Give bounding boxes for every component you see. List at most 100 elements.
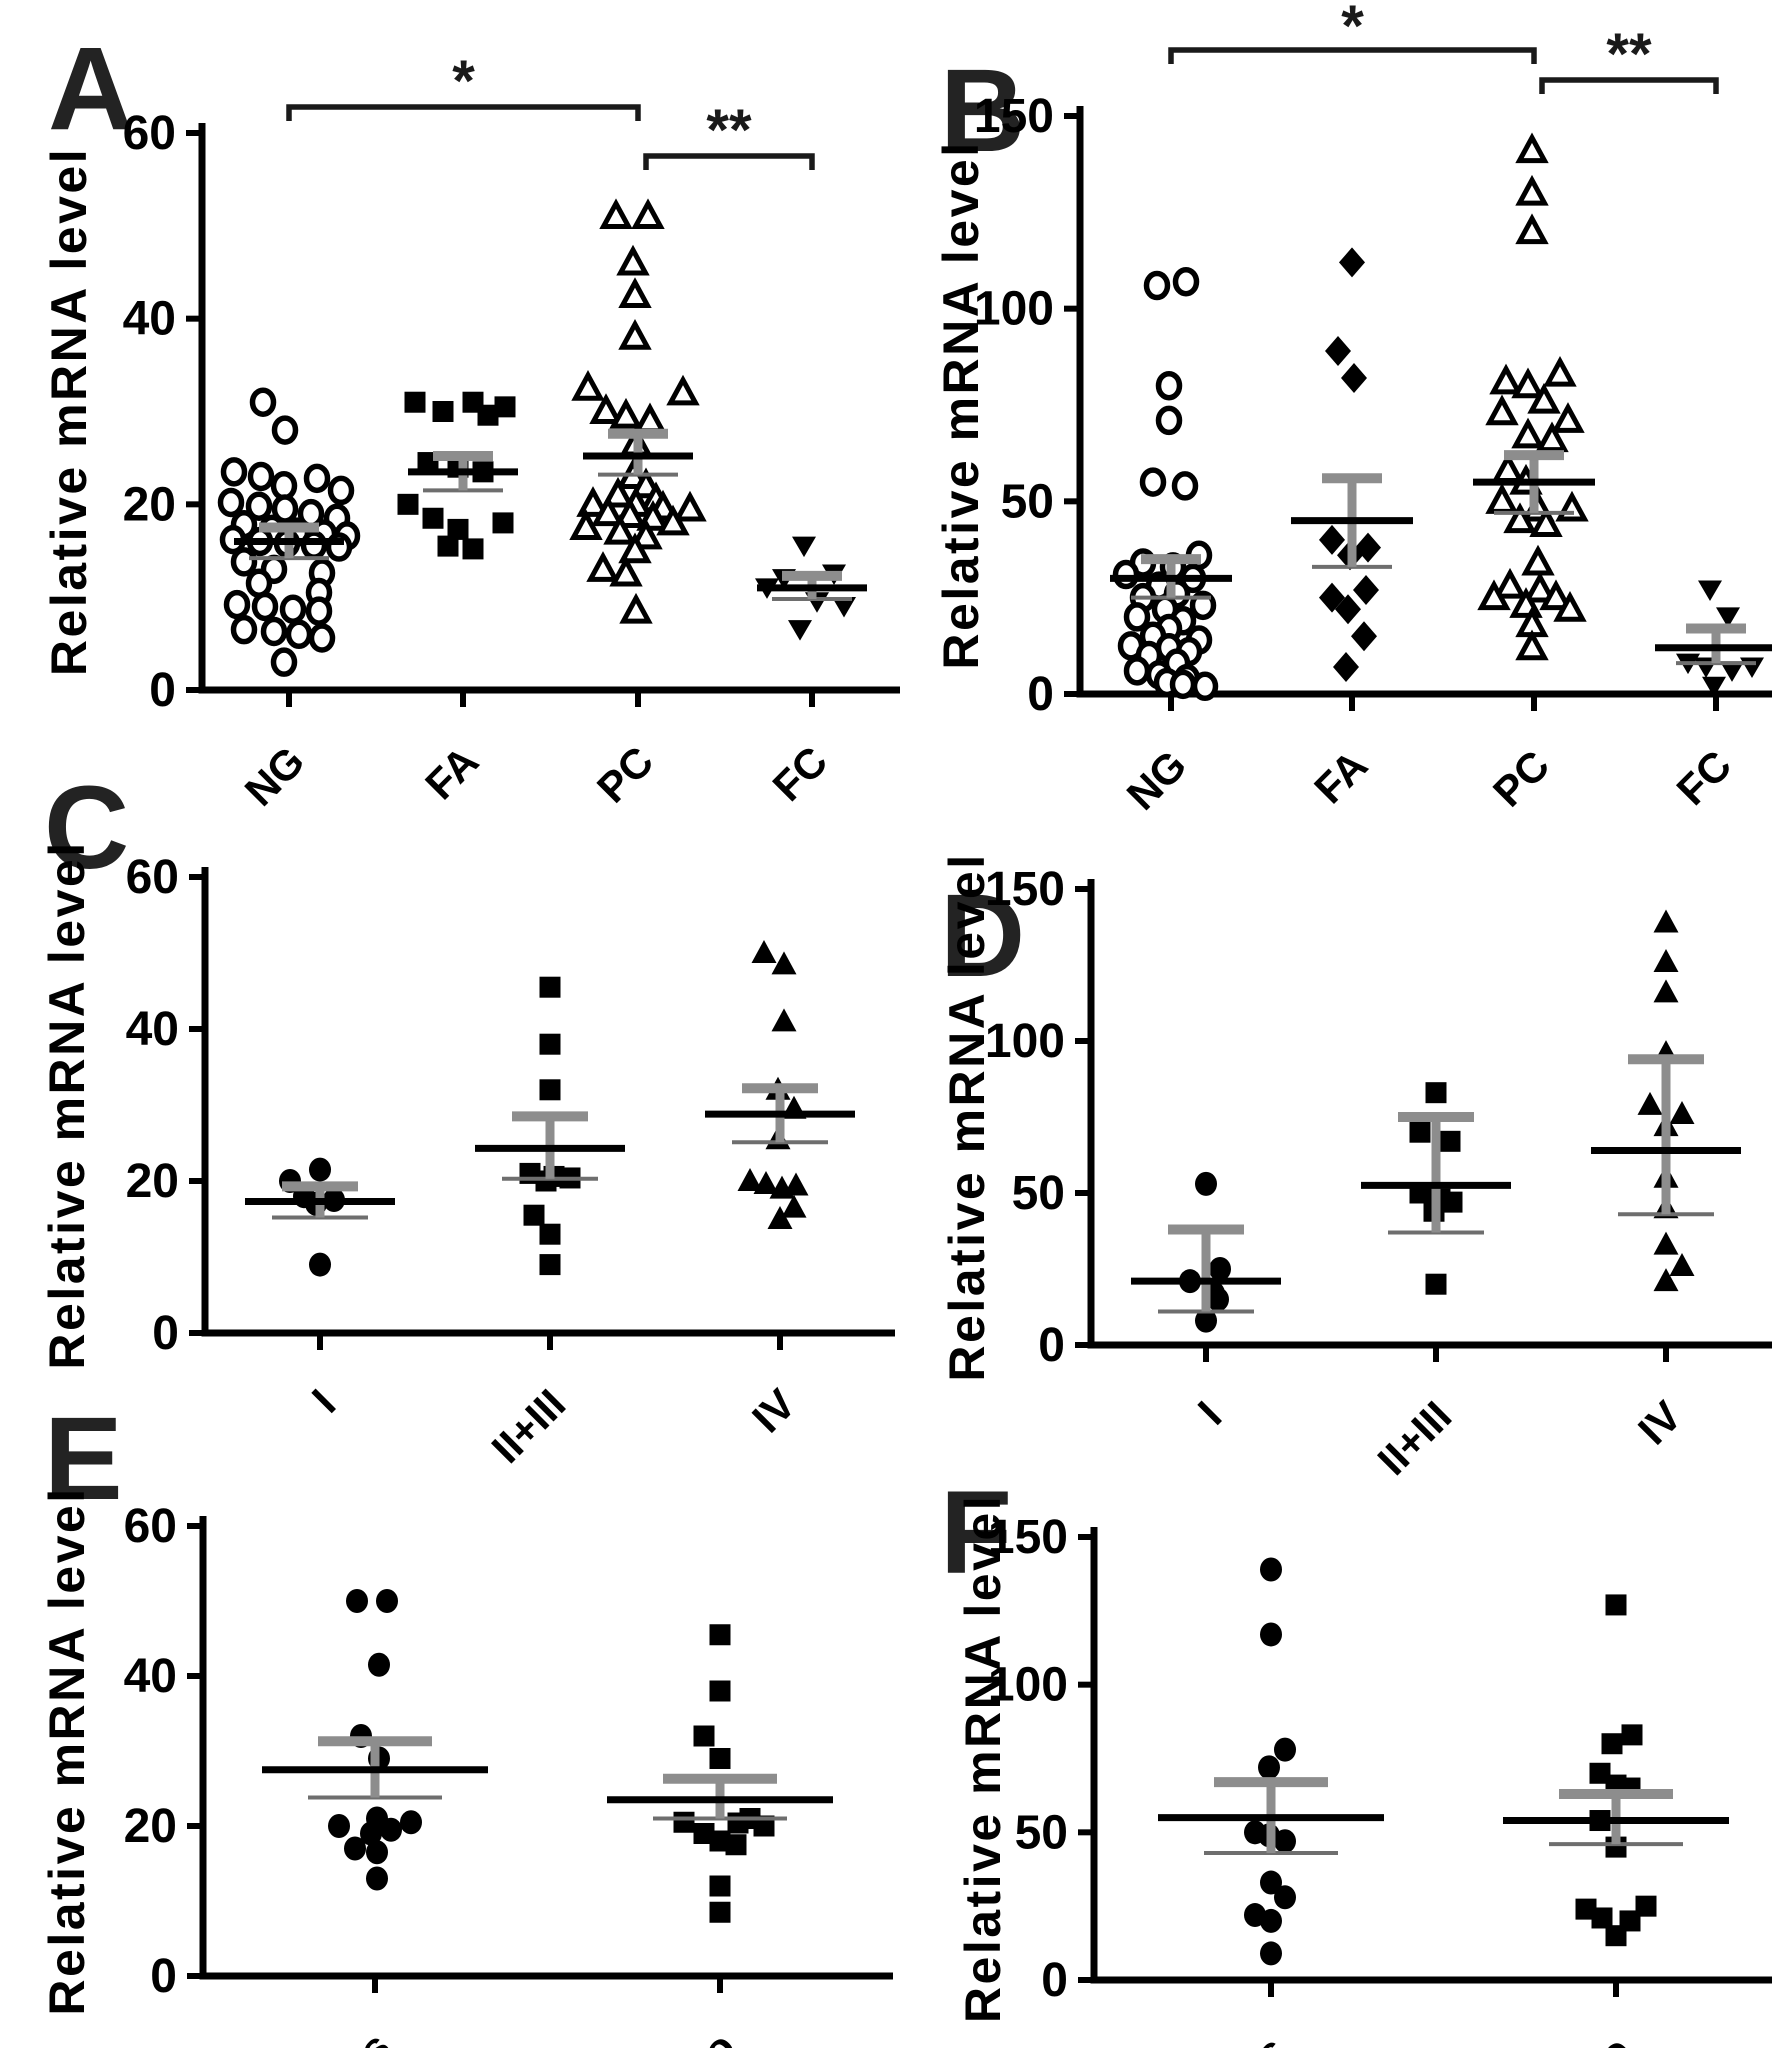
data-point: [1493, 567, 1527, 599]
data-point: [629, 518, 663, 550]
data-point: [1653, 948, 1679, 972]
data-point: [494, 396, 516, 418]
data-point: [1555, 490, 1589, 522]
data-point: [1485, 394, 1519, 426]
x-tick-label: No: [672, 2023, 745, 2048]
y-tick-label: 100: [988, 1659, 1068, 1712]
panel-d-letter: D: [940, 870, 1026, 1002]
data-point: [270, 647, 298, 677]
panel-e-chart: 0 20 40 60 Yes No Relative mRNA level: [39, 1486, 893, 2048]
data-point: [260, 616, 288, 647]
data-point: [737, 1168, 763, 1191]
data-point: [346, 1589, 368, 1613]
data-point: [1112, 559, 1140, 590]
data-point: [1409, 1121, 1431, 1143]
data-point: [603, 513, 637, 545]
data-point: [1720, 661, 1744, 682]
panel-a: A 0 20 40 60 NG FA PC FC * ** Relative mRNA level: [40, 16, 926, 815]
data-point: [1605, 1925, 1627, 1947]
data-point: [1172, 266, 1200, 297]
data-point: [344, 1836, 366, 1861]
data-point: [1716, 607, 1740, 628]
data-point: [1698, 580, 1722, 601]
y-tick-label: 50: [1015, 1806, 1068, 1859]
data-point: [753, 1815, 775, 1837]
y-axis-title: Relative mRNA level: [39, 840, 95, 1369]
data-point: [223, 589, 251, 620]
data-point: [656, 504, 690, 536]
data-point: [1155, 405, 1183, 436]
data-point: [1491, 452, 1525, 484]
data-point: [601, 476, 635, 508]
data-point: [633, 402, 667, 434]
data-point: [1169, 669, 1197, 700]
data-point: [308, 623, 336, 653]
data-point: [1605, 1594, 1627, 1616]
y-axis-title: Relative mRNA level: [41, 147, 97, 676]
data-point: [492, 512, 514, 534]
data-point: [571, 370, 605, 401]
data-point: [422, 507, 444, 529]
data-point: [251, 591, 279, 622]
panel-b-letter: B: [940, 45, 1026, 177]
data-point: [1274, 1737, 1296, 1762]
data-point: [1123, 602, 1151, 632]
y-tick-label: 0: [1041, 1954, 1068, 2007]
data-point: [673, 490, 707, 522]
y-tick-label: 40: [126, 1003, 179, 1056]
data-point: [1260, 1908, 1282, 1933]
data-point: [1551, 402, 1585, 433]
data-point: [1527, 382, 1561, 414]
data-point: [1209, 1257, 1231, 1281]
data-point: [781, 1194, 807, 1218]
significance-label: *: [452, 49, 475, 114]
data-point: [693, 1725, 715, 1747]
significance-bracket: [1539, 77, 1719, 94]
data-point: [1191, 671, 1219, 702]
data-point: [1591, 1907, 1613, 1929]
data-point: [609, 397, 643, 429]
data-point: [1260, 1941, 1282, 1966]
data-point: [230, 614, 258, 645]
data-point: [539, 1254, 561, 1276]
data-point: [1485, 483, 1519, 514]
data-point: [1477, 579, 1511, 611]
data-point: [1489, 363, 1523, 395]
data-point: [1601, 1733, 1623, 1755]
y-tick-label: 40: [124, 1650, 177, 1703]
data-point: [366, 1866, 388, 1891]
data-point: [1621, 1724, 1643, 1746]
data-point: [1335, 594, 1361, 625]
data-point: [400, 1810, 422, 1835]
data-point: [1353, 574, 1379, 605]
significance-label: **: [706, 98, 752, 163]
data-point: [693, 1823, 715, 1844]
data-point: [1143, 270, 1171, 301]
y-tick-label: 0: [150, 1950, 177, 2003]
data-point: [1195, 1171, 1217, 1196]
data-point: [609, 555, 643, 587]
data-point: [1425, 1273, 1447, 1295]
data-point: [303, 463, 331, 494]
data-point: [792, 536, 816, 558]
data-point: [613, 497, 647, 528]
data-point: [673, 1811, 695, 1833]
data-point: [270, 471, 298, 501]
data-point: [285, 619, 313, 650]
data-point: [1669, 1100, 1695, 1124]
data-point: [709, 1830, 731, 1852]
data-point: [437, 535, 459, 557]
data-point: [1605, 1836, 1627, 1858]
panel-f-letter: F: [940, 1467, 1013, 1599]
data-point: [376, 1589, 398, 1613]
data-point: [1535, 421, 1569, 453]
data-point: [1139, 467, 1167, 497]
y-tick-label: 150: [985, 863, 1065, 916]
data-point: [539, 1223, 561, 1245]
data-point: [576, 486, 610, 517]
data-point: [300, 530, 328, 560]
y-tick-label: 60: [124, 1500, 177, 1553]
